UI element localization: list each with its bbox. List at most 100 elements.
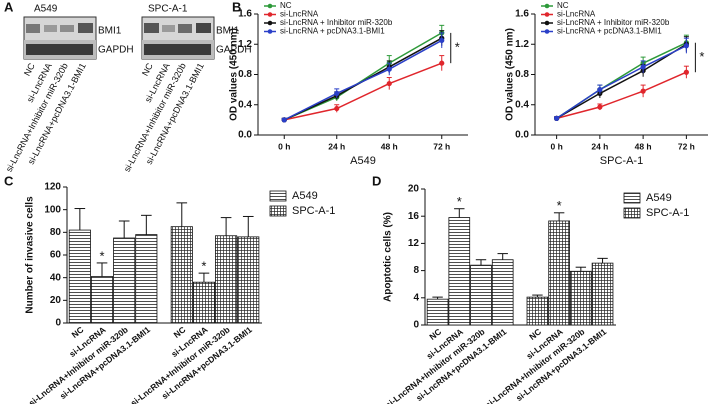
error-bar xyxy=(597,257,608,264)
y-tick-label: 1.6 xyxy=(515,9,529,20)
data-point xyxy=(386,66,392,72)
error-bar xyxy=(454,208,465,218)
x-tick-label: 48 h xyxy=(381,141,398,151)
y-axis-label: OD values (450 nm) xyxy=(505,28,516,121)
data-point xyxy=(386,80,392,87)
x-axis-label: SPC-A-1 xyxy=(600,155,643,167)
series-line xyxy=(556,43,687,120)
lane-label: NC xyxy=(140,61,155,78)
legend-marker xyxy=(544,20,550,26)
y-tick-label: 0.0 xyxy=(238,130,252,141)
bar xyxy=(526,296,549,326)
legend-label: A549 xyxy=(292,190,318,202)
legend-label: NC xyxy=(280,1,292,10)
y-tick-label: 1.2 xyxy=(515,39,529,50)
legend-swatch xyxy=(623,192,641,204)
y-tick-label: 0.4 xyxy=(238,99,252,110)
x-tick-label: 48 h xyxy=(635,141,652,151)
bar xyxy=(470,264,492,326)
legend-marker xyxy=(267,20,273,26)
legend-label: SPC-A-1 xyxy=(292,205,335,217)
legend-swatch xyxy=(269,205,287,217)
significance-mark: * xyxy=(557,198,562,213)
significance-mark: * xyxy=(699,49,704,64)
legend-marker xyxy=(544,29,550,34)
legend-label: si-LncRNA xyxy=(280,10,319,19)
cell-line: SPC-A-1 xyxy=(148,4,188,15)
y-tick-label: 0.4 xyxy=(515,99,529,110)
data-point xyxy=(554,115,560,121)
error-bar xyxy=(141,214,152,235)
significance-mark: * xyxy=(99,248,104,263)
y-tick-label: 1.6 xyxy=(238,9,252,20)
bar xyxy=(90,276,114,324)
legend-marker xyxy=(544,3,550,9)
protein-label: BMI1 xyxy=(216,26,240,37)
legend-label: si-LncRNA + pcDNA3.1-BMI1 xyxy=(280,27,385,36)
legend-swatch xyxy=(623,207,641,219)
y-tick-label: 40 xyxy=(50,272,62,283)
x-tick-label: si-LncRNA+pcDNA3.1-BMI1 xyxy=(514,326,608,403)
legend-label: SPC-A-1 xyxy=(646,207,689,219)
error-bar xyxy=(475,259,487,266)
significance-mark: * xyxy=(201,259,206,274)
bar xyxy=(237,236,260,324)
legend-marker xyxy=(267,12,273,17)
y-axis-label: Apoptotic cells (%) xyxy=(383,212,394,302)
y-tick-label: 100 xyxy=(44,204,61,215)
series-line xyxy=(283,32,443,121)
y-axis-label: OD values (450 nm) xyxy=(229,28,240,121)
error-bar xyxy=(96,262,108,277)
bar xyxy=(192,281,215,324)
protein-label: GAPDH xyxy=(216,45,252,56)
data-point xyxy=(334,90,340,97)
significance-mark: * xyxy=(457,194,462,209)
lane-label: NC xyxy=(22,61,37,78)
legend-marker xyxy=(267,29,273,34)
legend-swatch xyxy=(269,190,287,202)
y-tick-label: 60 xyxy=(50,250,62,261)
panel-label: A xyxy=(4,0,14,14)
x-tick-label: 0 h xyxy=(550,141,562,151)
x-tick-label: 72 h xyxy=(433,141,450,151)
bar xyxy=(591,262,614,326)
y-tick-label: 8 xyxy=(413,265,419,276)
error-bar xyxy=(242,215,254,237)
legend-marker xyxy=(544,12,550,17)
significance-mark: * xyxy=(455,39,460,54)
y-tick-label: 0 xyxy=(413,320,419,331)
cell-line: A549 xyxy=(34,4,58,15)
panel-label: D xyxy=(372,173,381,188)
data-point xyxy=(683,43,689,49)
legend-label: si-LncRNA + pcDNA3.1-BMI1 xyxy=(557,27,662,36)
error-bar xyxy=(497,253,508,260)
bar xyxy=(68,229,91,324)
legend-label: A549 xyxy=(646,192,672,204)
error-bar xyxy=(198,272,210,283)
y-tick-label: 0.8 xyxy=(238,69,252,80)
y-tick-label: 80 xyxy=(50,227,62,238)
data-point xyxy=(640,88,646,94)
bar xyxy=(170,226,193,324)
x-tick-label: si-LncRNA+pcDNA3.1-BMI1 xyxy=(414,326,508,403)
error-bar xyxy=(118,220,130,238)
bar xyxy=(570,270,592,326)
bar xyxy=(426,298,449,326)
y-tick-label: 4 xyxy=(413,292,419,303)
series-line xyxy=(284,62,443,121)
x-tick-label: 24 h xyxy=(328,141,345,151)
data-point xyxy=(640,64,646,70)
protein-label: BMI1 xyxy=(98,26,122,37)
bar xyxy=(491,259,514,326)
legend-marker xyxy=(267,3,273,9)
data-point xyxy=(683,69,689,75)
legend-label: NC xyxy=(557,1,569,10)
y-tick-label: 1.2 xyxy=(238,39,252,50)
error-bar xyxy=(220,217,232,236)
x-tick-label: 0 h xyxy=(278,141,290,151)
series-line xyxy=(556,71,687,120)
series-line xyxy=(556,45,687,119)
data-point xyxy=(439,37,445,44)
data-point xyxy=(334,105,340,112)
y-tick-label: 0 xyxy=(55,318,61,329)
